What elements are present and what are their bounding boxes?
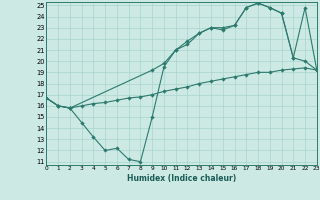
X-axis label: Humidex (Indice chaleur): Humidex (Indice chaleur) xyxy=(127,174,236,183)
